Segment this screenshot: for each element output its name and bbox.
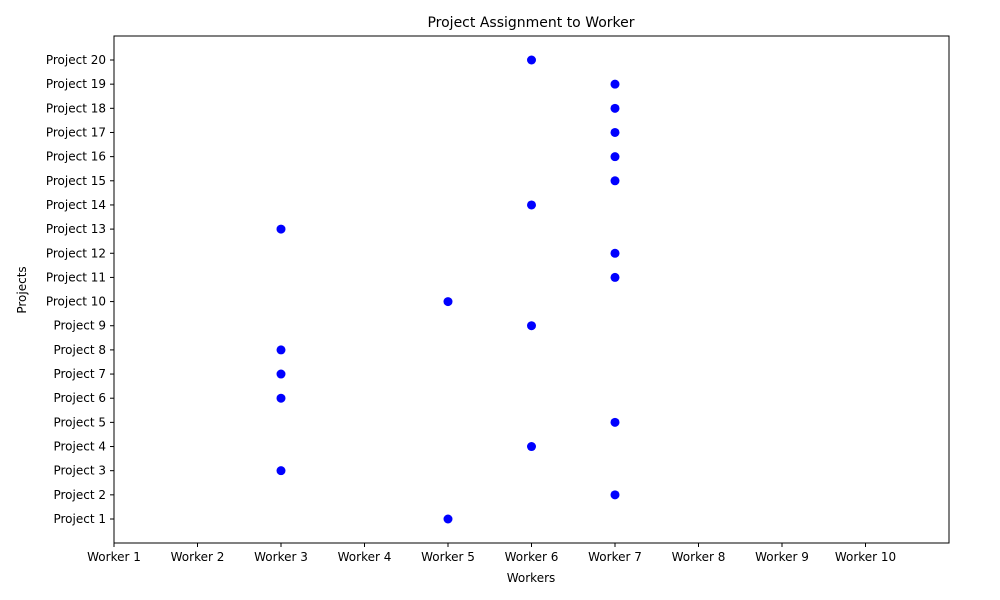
y-tick-label: Project 5 [53, 415, 106, 429]
y-tick-label: Project 7 [53, 367, 106, 381]
data-point [610, 127, 620, 137]
x-axis: Worker 1 Worker 2 Worker 3 Worker 4 Worker 5… [87, 543, 896, 564]
data-point [610, 79, 620, 89]
data-point [610, 103, 620, 113]
data-point [276, 345, 286, 355]
y-tick-label: Project 1 [53, 512, 106, 526]
y-tick-label: Project 8 [53, 343, 106, 357]
data-point [610, 176, 620, 186]
data-point [276, 369, 286, 379]
data-point [610, 417, 620, 427]
y-tick-label: Project 2 [53, 488, 106, 502]
y-tick-label: Project 13 [46, 222, 106, 236]
data-point [443, 297, 453, 307]
data-point [610, 272, 620, 282]
y-tick-label: Project 20 [46, 53, 106, 67]
x-tick-label: Worker 3 [254, 550, 308, 564]
y-tick-label: Project 15 [46, 174, 106, 188]
plot-area [113, 35, 950, 544]
chart-title: Project Assignment to Worker [427, 15, 634, 31]
data-point [527, 442, 536, 452]
x-tick-label: Worker 2 [171, 550, 225, 564]
y-tick-label: Project 11 [46, 270, 106, 284]
data-point [527, 55, 536, 65]
x-tick-label: Worker 7 [588, 550, 642, 564]
x-tick-label: Worker 9 [755, 550, 809, 564]
x-tick-label: Worker 5 [421, 550, 475, 564]
data-point [610, 490, 620, 500]
x-tick-label: Worker 6 [505, 550, 559, 564]
data-point [527, 321, 536, 331]
data-point [527, 200, 536, 210]
data-point [610, 152, 620, 162]
data-point [276, 393, 286, 403]
y-tick-label: Project 6 [53, 391, 106, 405]
x-tick-label: Worker 10 [835, 550, 896, 564]
y-axis: Project 1 Project 2 Project 3 Project 4 Proj… [46, 53, 114, 526]
y-tick-label: Project 14 [46, 198, 106, 212]
data-point [276, 466, 286, 476]
data-points [276, 55, 620, 524]
x-tick-label: Worker 8 [672, 550, 726, 564]
x-tick-label: Worker 4 [338, 550, 392, 564]
y-tick-label: Project 10 [46, 295, 106, 309]
y-tick-label: Project 18 [46, 101, 106, 115]
data-point [276, 224, 286, 234]
y-tick-label: Project 12 [46, 246, 106, 260]
y-tick-label: Project 9 [53, 319, 106, 333]
y-tick-label: Project 16 [46, 150, 106, 164]
y-axis-label: Projects [15, 266, 29, 313]
x-axis-label: Workers [507, 571, 556, 585]
data-point [610, 248, 620, 258]
y-tick-label: Project 3 [53, 464, 106, 478]
y-tick-label: Project 19 [46, 77, 106, 91]
y-tick-label: Project 4 [53, 440, 106, 454]
x-tick-label: Worker 1 [87, 550, 141, 564]
y-tick-label: Project 17 [46, 125, 106, 139]
data-point [443, 514, 453, 524]
